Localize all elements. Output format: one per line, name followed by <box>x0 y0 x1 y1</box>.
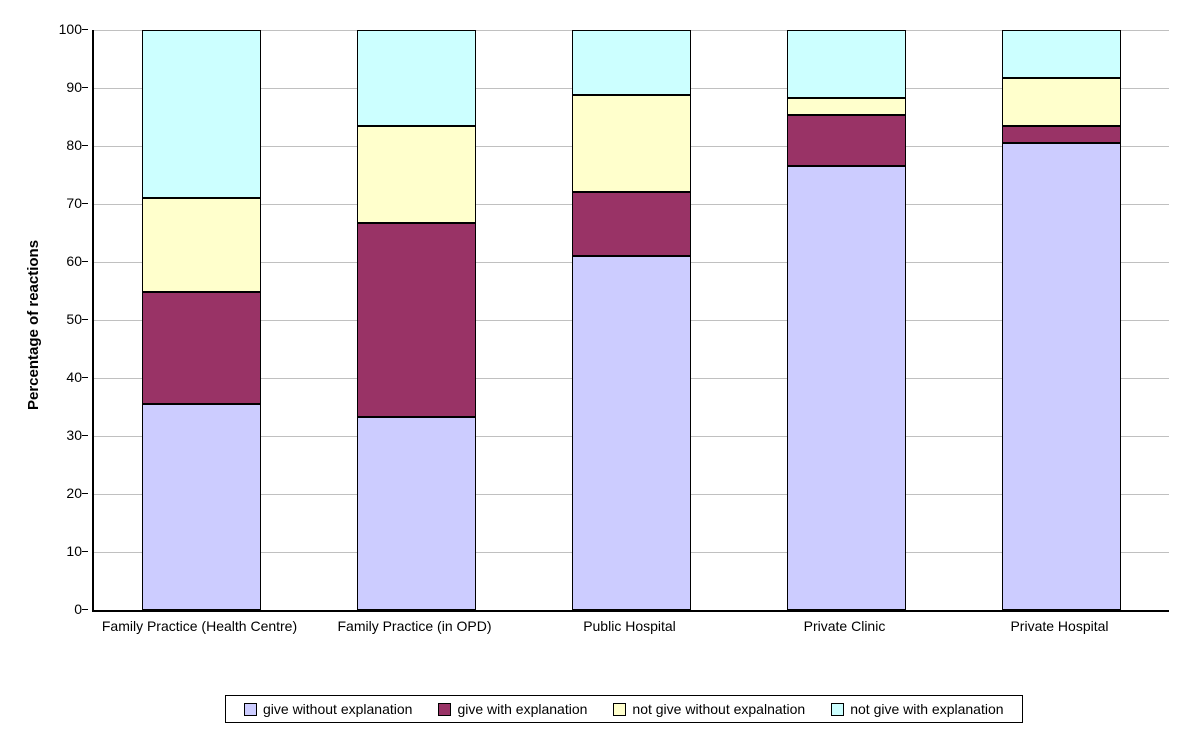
legend-label: not give with explanation <box>850 701 1003 717</box>
stacked-bar-chart: Percentage of reactions give without exp… <box>0 0 1200 730</box>
legend-item-not_give_with: not give with explanation <box>831 701 1003 717</box>
y-tick-label: 60 <box>50 253 82 269</box>
bar-segment-not_give_without <box>357 126 475 223</box>
legend-swatch <box>613 703 626 716</box>
legend-item-give_without: give without explanation <box>244 701 412 717</box>
y-tick-label: 20 <box>50 485 82 501</box>
legend-swatch <box>438 703 451 716</box>
bar-segment-give_without <box>787 166 905 610</box>
bar-segment-not_give_with <box>142 30 260 198</box>
bar-segment-give_with <box>357 223 475 417</box>
y-tick-label: 10 <box>50 543 82 559</box>
legend-item-give_with: give with explanation <box>438 701 587 717</box>
x-category-label: Public Hospital <box>522 618 737 635</box>
legend-swatch <box>244 703 257 716</box>
bar-segment-not_give_with <box>572 30 690 95</box>
y-tick-label: 70 <box>50 195 82 211</box>
bar-group <box>787 30 905 610</box>
bar-segment-give_without <box>572 256 690 610</box>
x-category-label: Private Hospital <box>952 618 1167 635</box>
plot-area <box>92 30 1169 612</box>
bar-group <box>1002 30 1120 610</box>
bar-segment-not_give_without <box>1002 78 1120 126</box>
bar-group <box>357 30 475 610</box>
bar-segment-give_with <box>572 192 690 256</box>
legend: give without explanation give with explan… <box>225 695 1023 723</box>
legend-label: give with explanation <box>457 701 587 717</box>
bar-segment-not_give_with <box>357 30 475 126</box>
bar-segment-not_give_with <box>787 30 905 98</box>
bar-segment-give_with <box>142 292 260 405</box>
bar-segment-not_give_without <box>142 198 260 291</box>
bar-segment-not_give_without <box>787 98 905 115</box>
y-tick-label: 40 <box>50 369 82 385</box>
bar-segment-give_without <box>357 417 475 610</box>
legend-swatch <box>831 703 844 716</box>
bar-segment-give_without <box>142 404 260 610</box>
bar-segment-give_without <box>1002 143 1120 610</box>
bar-segment-give_with <box>1002 126 1120 143</box>
y-tick-label: 100 <box>50 21 82 37</box>
x-category-label: Family Practice (in OPD) <box>307 618 522 635</box>
bar-segment-give_with <box>787 115 905 166</box>
y-tick-label: 90 <box>50 79 82 95</box>
y-tick-label: 80 <box>50 137 82 153</box>
bar-group <box>572 30 690 610</box>
y-tick-label: 50 <box>50 311 82 327</box>
legend-label: not give without expalnation <box>632 701 805 717</box>
y-axis-label: Percentage of reactions <box>25 240 42 410</box>
legend-label: give without explanation <box>263 701 412 717</box>
bar-segment-not_give_without <box>572 95 690 192</box>
y-tick-label: 0 <box>50 601 82 617</box>
x-category-label: Family Practice (Health Centre) <box>92 618 307 635</box>
y-tick-label: 30 <box>50 427 82 443</box>
bar-segment-not_give_with <box>1002 30 1120 78</box>
legend-item-not_give_without: not give without expalnation <box>613 701 805 717</box>
bar-group <box>142 30 260 610</box>
x-category-label: Private Clinic <box>737 618 952 635</box>
